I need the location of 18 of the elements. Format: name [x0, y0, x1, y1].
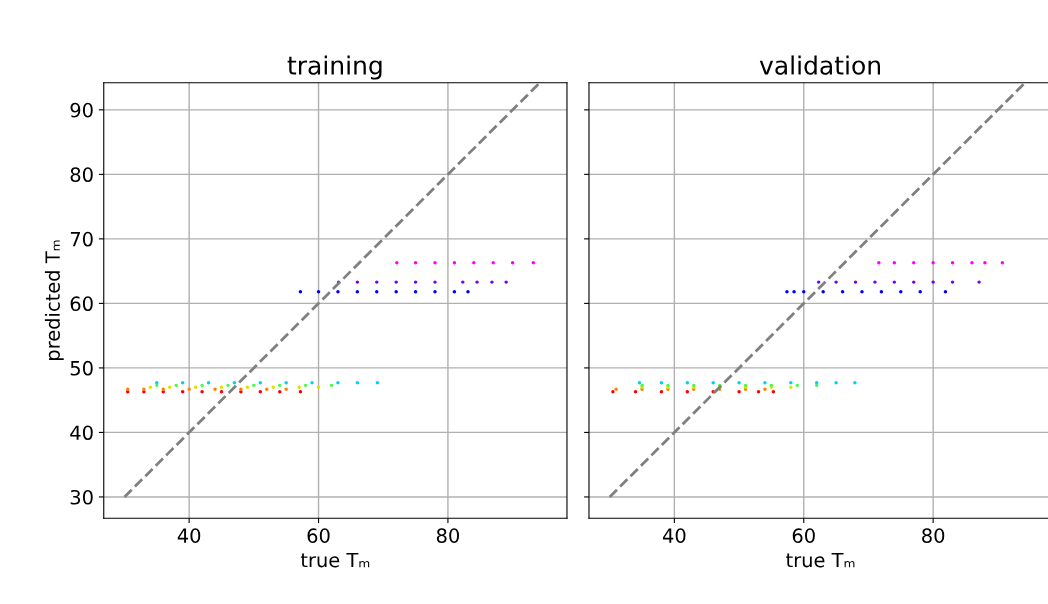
x-axis-title: true Tₘ [786, 552, 855, 568]
y-tick-label: 50 [70, 360, 93, 376]
y-tick-label: 30 [70, 489, 93, 505]
y-tick-label: 70 [70, 231, 93, 247]
x-tick-label: 60 [792, 528, 815, 544]
y-tick-label: 60 [70, 296, 93, 312]
x-axis-title: true Tₘ [300, 552, 370, 568]
x-tick-label: 80 [922, 528, 945, 544]
x-tick-label: 40 [662, 528, 686, 544]
chart-title: training [287, 55, 382, 80]
x-tick-label: 80 [436, 528, 460, 544]
x-tick-label: 40 [177, 528, 201, 544]
y-tick-label: 90 [70, 102, 93, 118]
y-axis-title: predicted Tₘ [44, 240, 64, 360]
y-tick-label: 40 [70, 425, 93, 441]
y-tick-label: 80 [70, 167, 93, 183]
x-tick-label: 60 [307, 528, 330, 544]
chart-title: validation [759, 55, 880, 75]
